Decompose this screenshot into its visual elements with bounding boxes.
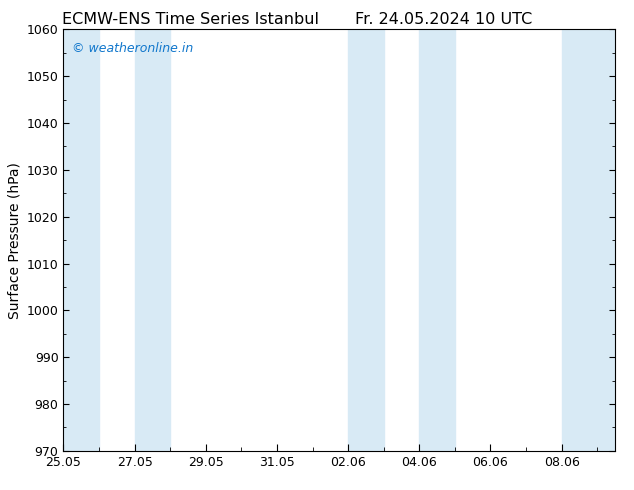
Bar [134, 29, 170, 451]
Bar [419, 29, 455, 451]
Bar [562, 29, 615, 451]
Y-axis label: Surface Pressure (hPa): Surface Pressure (hPa) [7, 162, 21, 318]
Text: © weatheronline.in: © weatheronline.in [72, 42, 193, 55]
Text: Fr. 24.05.2024 10 UTC: Fr. 24.05.2024 10 UTC [355, 12, 533, 27]
Bar [63, 29, 99, 451]
Bar [348, 29, 384, 451]
Text: ECMW-ENS Time Series Istanbul: ECMW-ENS Time Series Istanbul [61, 12, 319, 27]
